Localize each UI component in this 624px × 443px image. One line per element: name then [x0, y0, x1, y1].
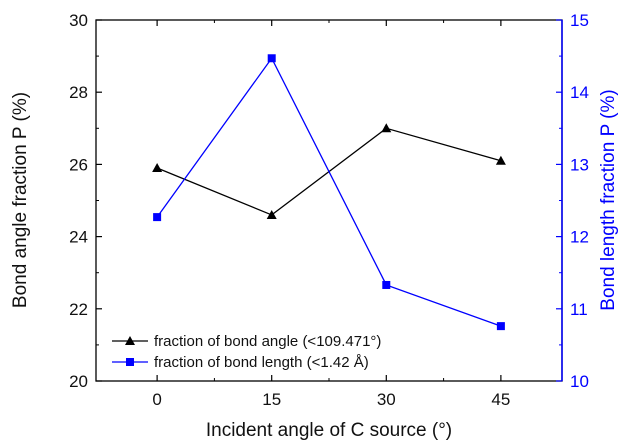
data-point-square	[496, 322, 505, 331]
right-axis-title: Bond length fraction P (%)	[598, 89, 619, 310]
y2-tick-label: 13	[570, 155, 589, 174]
legend-marker-square	[126, 358, 134, 366]
legend-label-bond-length: fraction of bond length (<1.42 Å)	[154, 354, 369, 371]
x-tick-label: 0	[152, 390, 161, 409]
data-point-triangle	[152, 163, 163, 173]
plot-frame	[95, 19, 563, 382]
legend-item-bond-angle: fraction of bond angle (<109.471°)	[112, 333, 381, 350]
y2-tick-label: 14	[570, 83, 589, 102]
legend: fraction of bond angle (<109.471°) fract…	[112, 333, 381, 371]
legend-marker-triangle	[125, 336, 135, 345]
y2-tick-label: 12	[570, 228, 589, 247]
y2-tick-label: 15	[570, 11, 589, 30]
data-point-triangle	[266, 209, 277, 219]
data-point-triangle	[495, 155, 506, 165]
y-tick-label: 30	[69, 11, 88, 30]
data-point-triangle	[381, 123, 392, 133]
y-tick-label: 20	[69, 372, 88, 391]
legend-item-bond-length: fraction of bond length (<1.42 Å)	[112, 354, 369, 371]
legend-label-bond-angle: fraction of bond angle (<109.471°)	[154, 333, 381, 350]
y2-tick-label: 10	[570, 372, 589, 391]
x-tick-label: 15	[262, 390, 281, 409]
series-layer	[152, 54, 506, 331]
y-tick-label: 26	[69, 155, 88, 174]
y-tick-label: 22	[69, 300, 88, 319]
data-point-square	[267, 54, 276, 63]
y-tick-label: 28	[69, 83, 88, 102]
series-line-1	[156, 57, 502, 327]
ticks-layer: 0 15 30 45 20 22 24 26 28 30 10 11 12 13 14 15	[69, 11, 589, 409]
x-tick-label: 45	[491, 390, 510, 409]
data-point-square	[153, 213, 162, 222]
x-axis-title: Incident angle of C source (°)	[206, 420, 452, 441]
left-axis-title: Bond angle fraction P (%)	[10, 92, 31, 308]
y-tick-label: 24	[69, 228, 88, 247]
data-point-square	[382, 280, 391, 289]
x-tick-label: 30	[377, 390, 396, 409]
y2-tick-label: 11	[570, 300, 588, 319]
